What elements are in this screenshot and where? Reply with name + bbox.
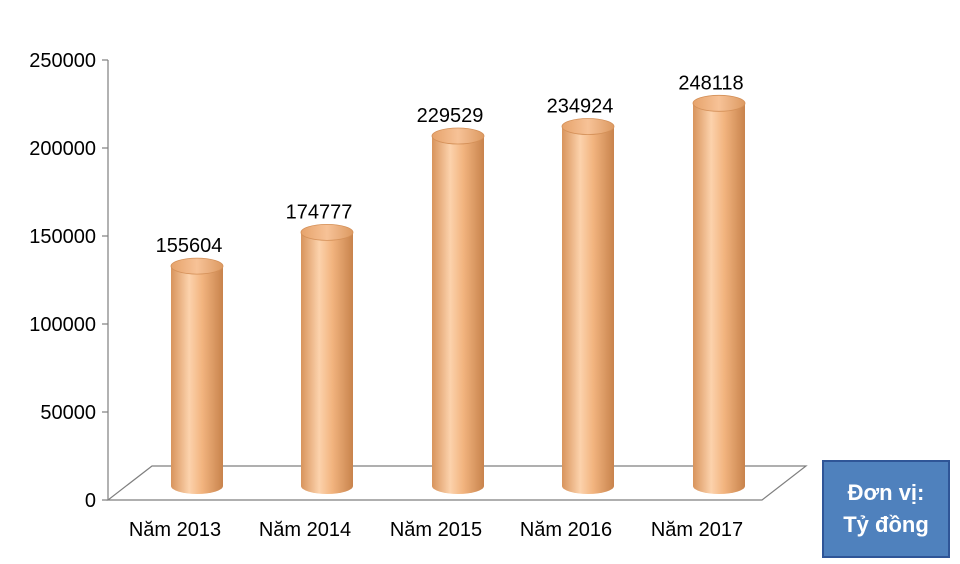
- y-tick-label: 0: [85, 490, 96, 512]
- bar-top: [170, 257, 224, 275]
- y-tick-label: 200000: [29, 138, 96, 160]
- bar-body: [301, 232, 353, 494]
- y-tick-label: 50000: [40, 402, 96, 424]
- bar-top: [300, 223, 354, 241]
- y-axis-ticks: 0 50000 100000 150000 200000 250000: [29, 50, 108, 512]
- data-label: 229529: [417, 105, 484, 127]
- data-label: 234924: [547, 96, 614, 118]
- x-tick-label: Năm 2017: [651, 519, 743, 541]
- bar-body: [171, 266, 223, 494]
- bar-top: [692, 94, 746, 112]
- data-label: 155604: [156, 235, 223, 257]
- unit-note-line2: Tỷ đồng: [843, 512, 929, 537]
- bar-body: [693, 103, 745, 494]
- bar-Năm-2017: 248118: [678, 72, 746, 494]
- x-tick-label: Năm 2014: [259, 519, 351, 541]
- bar-Năm-2014: 174777: [286, 201, 354, 494]
- y-tick-label: 250000: [29, 50, 96, 72]
- bar-body: [432, 136, 484, 494]
- unit-note-line1: Đơn vị:: [847, 480, 925, 505]
- bar-Năm-2013: 155604: [156, 235, 224, 494]
- y-tick-label: 100000: [29, 314, 96, 336]
- x-tick-label: Năm 2016: [520, 519, 612, 541]
- bars: 155604 174777 229529 234924 248118: [156, 72, 746, 495]
- bar-top: [431, 127, 485, 145]
- data-label: 174777: [286, 201, 353, 223]
- bar-body: [562, 126, 614, 495]
- bar-Năm-2015: 229529: [417, 105, 485, 494]
- x-tick-label: Năm 2015: [390, 519, 482, 541]
- bar-Năm-2016: 234924: [547, 96, 615, 495]
- x-axis-labels: Năm 2013 Năm 2014 Năm 2015 Năm 2016 Năm 2017: [129, 519, 743, 541]
- data-label: 248118: [678, 72, 743, 94]
- bar-top: [561, 118, 615, 135]
- unit-note-box: Đơn vị: Tỷ đồng: [822, 460, 950, 558]
- y-tick-label: 150000: [29, 226, 96, 248]
- x-tick-label: Năm 2013: [129, 519, 221, 541]
